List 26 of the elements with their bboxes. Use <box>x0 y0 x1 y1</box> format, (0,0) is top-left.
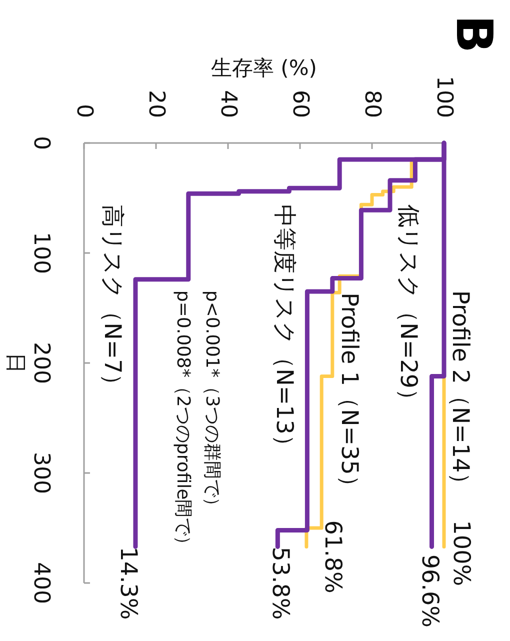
x-tick-label: 60 <box>288 90 312 118</box>
annotation: 61.8% <box>319 520 346 594</box>
annotation: p<0.001*（3つの群間で） <box>201 290 222 515</box>
x-axis-title: 生存率 (%) <box>210 56 318 80</box>
y-tick-label: 300 <box>28 452 54 494</box>
x-tick-label: 0 <box>72 104 96 118</box>
x-tick-label: 20 <box>144 90 168 118</box>
annotation: 96.6% <box>416 554 443 628</box>
annotation: p=0.008*（2つのprofile間で） <box>172 290 194 554</box>
annotation: 53.8% <box>266 546 293 620</box>
y-axis-title: 日 <box>4 352 28 374</box>
text: Profile 1（N=35） <box>336 292 362 498</box>
x-tick-label: 40 <box>216 90 240 118</box>
text: Profile 2（N=14） <box>447 290 474 496</box>
y-tick-label: 0 <box>28 136 54 150</box>
text: 100% <box>448 520 474 586</box>
text: 中等度リスク（N=13） <box>271 204 298 458</box>
annotation: 14.3% <box>114 546 141 620</box>
text: 低リスク（N=29） <box>395 204 421 412</box>
y-tick-label: 400 <box>28 562 54 604</box>
text: 高リスク（N=7） <box>99 204 126 397</box>
y-tick-label: 200 <box>28 342 54 384</box>
x-tick-label: 80 <box>360 90 384 118</box>
x-tick-label: 100 <box>432 76 456 118</box>
y-tick-label: 100 <box>28 232 54 274</box>
chart-title: B <box>445 15 503 54</box>
